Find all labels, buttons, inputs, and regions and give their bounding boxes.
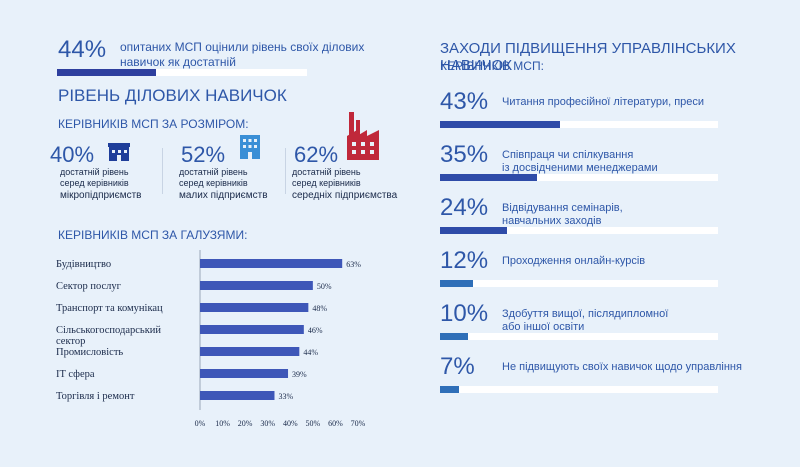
measure-bar-fill [440, 333, 468, 340]
measure-bar-fill [440, 174, 538, 181]
measure-percent: 43% [440, 88, 489, 115]
x-tick-label: 20% [238, 419, 253, 428]
category-label: Сектор послуг [56, 281, 122, 292]
industry-bar-chart: Будівництво 63% Сектор послуг 50% Транспорт … [56, 250, 366, 428]
by-industry-title: КЕРІВНИКІВ МСП ЗА ГАЛУЗЯМИ: [58, 228, 248, 242]
measure-bar-fill [440, 227, 507, 234]
size-line3: мікропідприємств [60, 190, 142, 201]
measure-text-2: навчальних заходів [502, 215, 602, 227]
measure-bar-track [440, 280, 718, 287]
skills-title: РІВЕНЬ ДІЛОВИХ НАВИЧОК [58, 86, 287, 105]
measure-bar-track [440, 227, 718, 234]
size-line2: серед керівників [60, 178, 129, 188]
bar [200, 369, 289, 378]
value-label: 63% [346, 260, 361, 269]
x-tick-label: 50% [306, 419, 321, 428]
x-tick-label: 40% [283, 419, 298, 428]
headline-text-1: опитаних МСП оцінили рівень своїх ділови… [120, 40, 365, 54]
measure-percent: 7% [440, 353, 475, 380]
bar [200, 391, 275, 400]
measure-percent: 12% [440, 247, 489, 274]
category-label: Транспорт та комунікац [56, 303, 163, 314]
bar [200, 303, 309, 312]
measure-percent: 24% [440, 194, 489, 221]
headline-percent: 44% [58, 36, 107, 63]
measure-text-1: Читання професійної літератури, преси [502, 96, 705, 108]
size-item-medium: 62% достатній рівень серед керівників се… [290, 112, 410, 204]
measure-percent: 10% [440, 300, 489, 327]
measure-text-2: із досвідченими менеджерами [502, 162, 658, 174]
measure-bar-track [440, 121, 718, 128]
size-line1: достатній рівень [292, 167, 361, 177]
measure-text-1: Співпраця чи спілкування [502, 149, 634, 161]
measure-text-1: Відвідування семінарів, [502, 202, 623, 214]
bar [200, 281, 313, 290]
bar [200, 259, 343, 268]
measure-percent: 35% [440, 141, 489, 168]
size-percent: 62% [294, 142, 339, 167]
bar [200, 325, 304, 334]
size-line1: достатній рівень [60, 167, 129, 177]
headline-bar-track [57, 69, 307, 76]
measure-bar-fill [440, 121, 560, 128]
size-percent: 52% [181, 142, 226, 167]
headline-bar-fill [57, 69, 156, 76]
x-tick-label: 70% [351, 419, 366, 428]
measure-bar-track [440, 174, 718, 181]
headline-text-2: навичок як достатній [120, 55, 236, 69]
category-label: Промисловість [56, 347, 123, 358]
value-label: 44% [303, 348, 318, 357]
measure-bar-fill [440, 386, 460, 393]
measure-bar-track [440, 386, 718, 393]
size-line2: серед керівників [292, 178, 361, 188]
bar [200, 347, 300, 356]
factory-icon [346, 110, 380, 165]
value-label: 33% [278, 392, 293, 401]
category-label: Сільськогосподарський [56, 325, 161, 336]
size-percent: 40% [50, 142, 95, 167]
measure-text-2: або іншої освіти [502, 321, 585, 333]
category-label: Будівництво [56, 259, 111, 270]
measure-bar-fill [440, 280, 474, 287]
size-line2: серед керівників [179, 178, 248, 188]
size-line3: середніх підприємства [292, 190, 398, 201]
measures-title-2: КЕРІВНИКІВ МСП: [440, 59, 544, 73]
measures-title-1: ЗАХОДИ ПІДВИЩЕННЯ УПРАВЛІНСЬКИХ НАВИЧОК [440, 40, 736, 74]
divider [162, 148, 163, 194]
x-tick-label: 0% [195, 419, 206, 428]
category-label: Торгівля і ремонт [56, 391, 135, 402]
measure-text-1: Не підвищують своїх навичок щодо управлі… [502, 361, 742, 373]
x-tick-label: 60% [328, 419, 343, 428]
value-label: 48% [312, 304, 327, 313]
value-label: 50% [317, 282, 332, 291]
category-label: IT сфера [56, 369, 95, 380]
measure-text-1: Здобуття вищої, післядипломної [502, 308, 669, 320]
divider [285, 148, 286, 194]
value-label: 46% [308, 326, 323, 335]
size-item-small: 52% достатній рівень серед керівників ма… [173, 135, 288, 204]
size-line1: достатній рівень [179, 167, 248, 177]
size-item-micro: 40% достатній рівень серед керівників мі… [50, 140, 165, 204]
x-tick-label: 30% [260, 419, 275, 428]
office-building-icon [239, 134, 261, 165]
measure-text-1: Проходження онлайн-курсів [502, 255, 646, 267]
value-label: 39% [292, 370, 307, 379]
by-size-title: КЕРІВНИКІВ МСП ЗА РОЗМІРОМ: [58, 117, 249, 131]
category-label: сектор [56, 336, 85, 347]
small-building-icon [108, 142, 130, 167]
measure-bar-track [440, 333, 718, 340]
x-tick-label: 10% [215, 419, 230, 428]
size-line3: малих підприємств [179, 190, 268, 201]
